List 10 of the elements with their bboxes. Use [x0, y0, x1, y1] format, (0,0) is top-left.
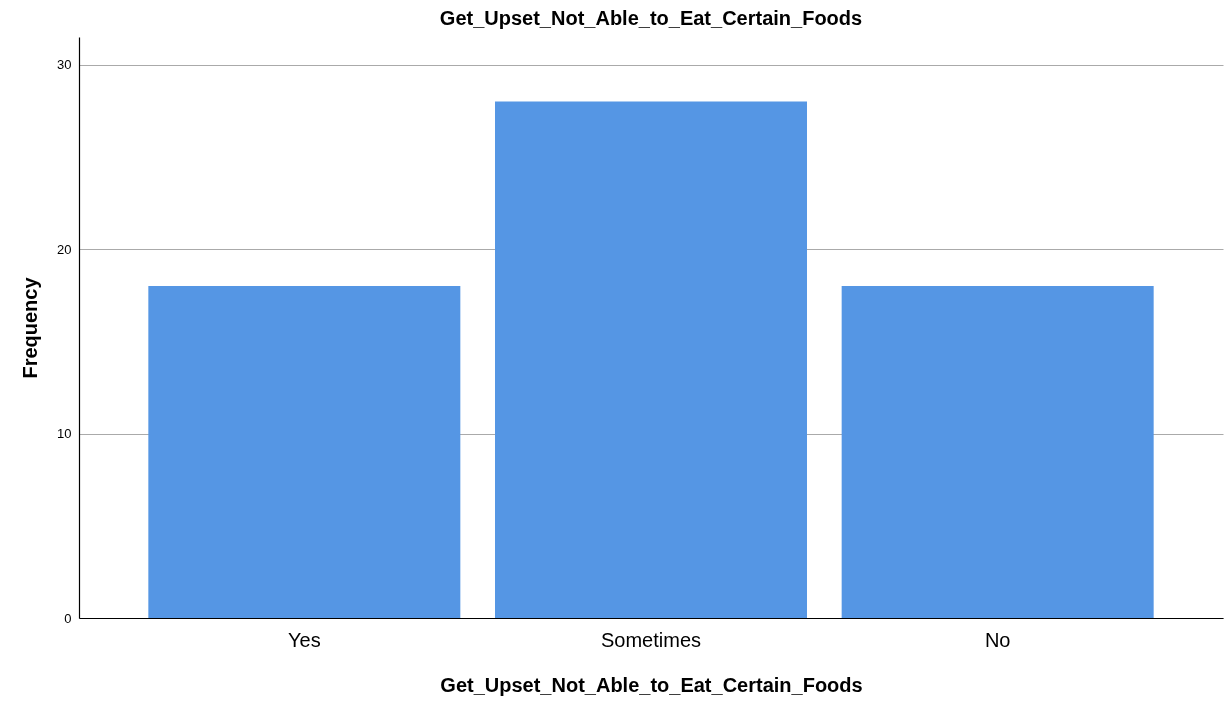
x-tick-label: Sometimes	[600, 628, 702, 651]
x-axis-title: Get_Upset_Not_Able_to_Eat_Certain_Foods	[440, 673, 863, 696]
y-axis-title: Frequency	[19, 276, 42, 379]
y-tick-label: 30	[57, 57, 72, 73]
y-tick-label: 0	[64, 610, 72, 626]
x-tick-label: No	[984, 628, 1011, 651]
y-tick-label: 20	[57, 241, 72, 257]
y-tick-label: 10	[57, 426, 72, 442]
x-tick-label: Yes	[288, 628, 321, 651]
chart-title: Get_Upset_Not_Able_to_Eat_Certain_Foods	[439, 7, 863, 29]
